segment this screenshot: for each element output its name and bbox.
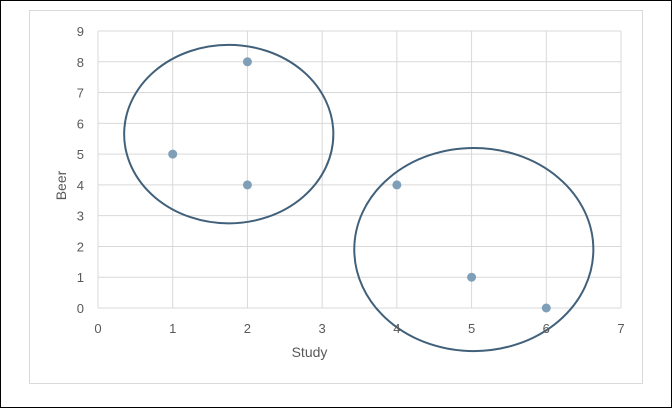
y-tick-label: 7	[77, 86, 84, 101]
y-tick-labels: 0 1 2 3 4 5 6 7 8 9	[77, 24, 84, 316]
x-tick-label: 5	[468, 321, 475, 336]
data-point	[467, 272, 477, 282]
cluster-ellipse-2	[353, 146, 595, 353]
x-axis-title: Study	[292, 344, 328, 360]
cluster-ellipse-1	[123, 43, 335, 225]
y-tick-label: 9	[77, 24, 84, 39]
data-point	[242, 180, 252, 190]
x-tick-label: 4	[393, 321, 400, 336]
data-point	[168, 149, 178, 159]
cluster-ellipses	[123, 43, 595, 353]
y-tick-label: 1	[77, 270, 84, 285]
y-tick-label: 8	[77, 55, 84, 70]
y-tick-label: 0	[77, 301, 84, 316]
y-tick-label: 5	[77, 147, 84, 162]
data-point	[242, 57, 252, 67]
x-tick-label: 7	[617, 321, 624, 336]
data-point	[392, 180, 402, 190]
y-axis-title: Beer	[53, 170, 69, 200]
x-tick-label: 6	[543, 321, 550, 336]
x-tick-label: 0	[94, 321, 101, 336]
data-point	[541, 303, 551, 313]
x-tick-label: 1	[169, 321, 176, 336]
y-tick-label: 4	[77, 178, 84, 193]
chart-area	[29, 10, 643, 384]
y-tick-label: 2	[77, 239, 84, 254]
data-points	[168, 57, 551, 313]
y-tick-label: 3	[77, 209, 84, 224]
gridlines	[97, 30, 622, 309]
x-tick-label: 3	[319, 321, 326, 336]
x-tick-labels: 0 1 2 3 4 5 6 7	[94, 321, 624, 336]
y-tick-label: 6	[77, 116, 84, 131]
x-tick-label: 2	[244, 321, 251, 336]
